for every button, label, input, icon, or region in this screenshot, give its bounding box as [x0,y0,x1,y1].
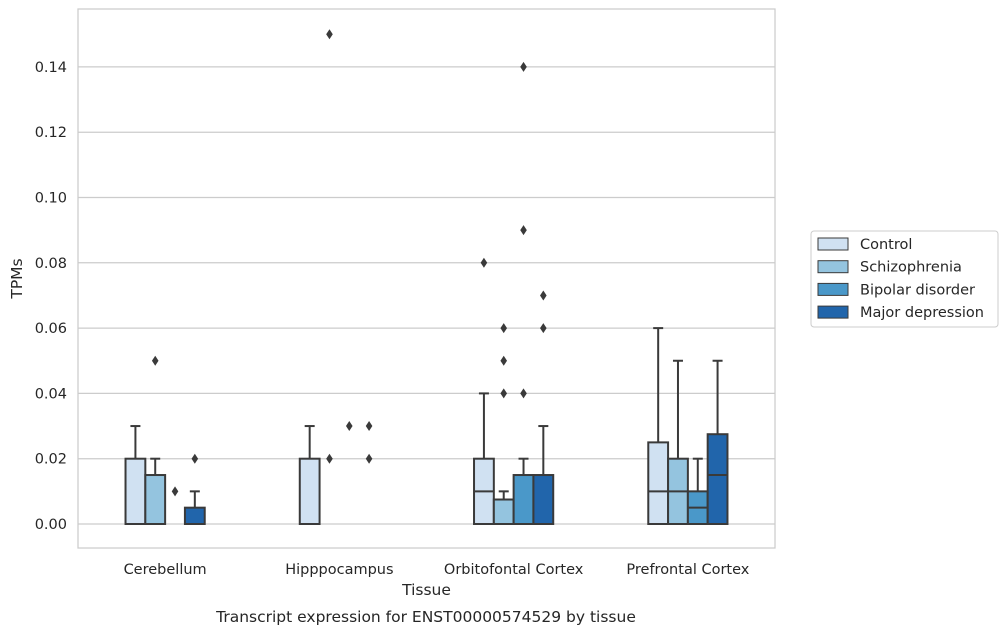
box-1-1 [124,425,147,526]
box-1-4 [647,327,670,525]
legend: Control Schizophrenia Bipolar disorder Majo… [810,230,999,328]
box-body [647,441,670,525]
x-tick-label: Orbitofontal Cortex [444,562,584,578]
box-body [298,457,321,526]
outlier-point [540,323,547,334]
y-tick-label: 0.08 [35,256,67,272]
outlier-point [540,290,547,301]
y-tick-label: 0.06 [35,321,67,337]
y-tick-label: 0.00 [35,517,67,533]
x-axis-label: Tissue [401,581,451,599]
outlier-point [520,388,527,399]
chart-caption: Transcript expression for ENST0000057452… [215,608,636,626]
outlier-point [520,61,527,72]
outlier-point [326,453,333,464]
box-4-3 [532,290,555,525]
outlier-point [191,453,199,464]
legend-swatch [817,305,849,319]
box-body [706,433,729,525]
box-1-2 [298,425,321,526]
y-tick-label: 0.14 [35,60,67,76]
box-1-3 [473,257,495,526]
box-3-1 [171,486,179,497]
box-body [144,474,167,525]
outlier-point [326,29,333,40]
box-series [124,29,729,526]
box-3-4 [686,457,709,526]
box-body [512,474,535,525]
legend-swatch [817,282,849,296]
grid-lines [78,66,775,525]
legend-label: Major depression [860,305,984,321]
outlier-point [365,453,373,464]
y-axis-ticks: 0.00 0.02 0.04 0.06 0.08 0.10 0.12 0.14 [35,60,67,533]
y-tick-label: 0.02 [35,452,67,468]
y-tick-label: 0.12 [35,125,67,141]
outlier-point [500,388,508,399]
y-axis-label: TPMs [8,258,26,299]
legend-frame [810,230,999,328]
outlier-point [500,323,508,334]
box-body [532,474,555,525]
y-tick-label: 0.04 [35,386,67,402]
x-tick-label: Cerebellum [124,562,207,578]
box-4-2 [365,421,373,464]
box-2-2 [326,29,333,464]
outlier-point [500,355,508,366]
box-body [183,506,206,525]
plot-area-frame [77,8,776,549]
outlier-point [520,225,527,236]
box-3-2 [345,421,353,432]
x-axis-ticks: Cerebellum Hipppocampus Orbitofontal Corte… [124,562,750,578]
outlier-point [151,355,159,366]
outlier-point [345,421,353,432]
box-2-1 [144,355,167,525]
legend-swatch [817,237,849,251]
legend-label: Schizophrenia [860,260,962,276]
box-4-4 [706,359,729,525]
box-body [492,498,515,526]
box-3-3 [512,61,535,525]
outlier-point [480,257,488,268]
x-tick-label: Hipppocampus [285,562,393,578]
legend-label: Control [860,237,912,253]
outlier-point [365,421,373,432]
legend-label: Bipolar disorder [860,282,975,298]
box-4-1 [183,453,206,525]
box-body [124,457,147,526]
legend-swatch [817,260,849,274]
y-tick-label: 0.10 [35,191,67,207]
box-2-4 [667,359,689,526]
outlier-point [171,486,179,497]
x-tick-label: Prefrontal Cortex [626,562,749,578]
box-2-3 [492,323,515,526]
